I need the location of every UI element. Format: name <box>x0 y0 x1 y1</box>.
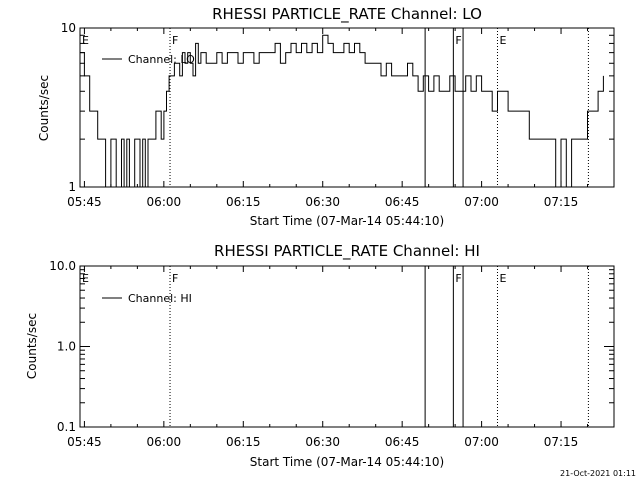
y-tick-label-hi: 0.1 <box>57 420 76 434</box>
x-tick-label-lo: 06:45 <box>385 195 420 209</box>
event-marker-label-hi: E <box>499 272 506 285</box>
plot-frame-lo <box>79 27 615 188</box>
x-tick-label-lo: 06:15 <box>226 195 261 209</box>
x-axis-label-lo: Start Time (07-Mar-14 05:44:10) <box>250 214 444 228</box>
x-axis-label-hi: Start Time (07-Mar-14 05:44:10) <box>250 455 444 469</box>
y-axis-label-lo: Counts/sec <box>37 75 51 141</box>
chart-title-hi: RHESSI PARTICLE_RATE Channel: HI <box>214 242 480 261</box>
event-marker-label-hi: F <box>172 272 178 285</box>
y-tick-label-lo: 10 <box>61 21 76 35</box>
x-tick-label-hi: 06:30 <box>305 435 340 449</box>
x-tick-label-hi: 07:00 <box>464 435 499 449</box>
event-marker-label-hi: E <box>82 272 89 285</box>
event-marker-label-lo: F <box>172 34 178 47</box>
legend-label-lo: Channel: LO <box>128 53 195 66</box>
event-marker-label-hi: F <box>455 272 461 285</box>
panel-lo: RHESSI PARTICLE_RATE Channel: LO Start T… <box>37 5 615 228</box>
x-tick-label-lo: 06:30 <box>305 195 340 209</box>
x-tick-label-hi: 06:15 <box>226 435 261 449</box>
x-tick-label-hi: 06:45 <box>385 435 420 449</box>
y-tick-label-lo: 1 <box>68 180 76 194</box>
panel-hi: RHESSI PARTICLE_RATE Channel: HI Start T… <box>25 242 615 469</box>
marks-lo: 05:45 06:00 06:15 06:30 06:45 07:00 07:15 1 10 E F… <box>61 21 614 209</box>
series-line-lo <box>80 34 604 188</box>
y-axis-label-hi: Counts/sec <box>25 313 39 379</box>
chart-title-lo: RHESSI PARTICLE_RATE Channel: LO <box>212 5 482 24</box>
x-tick-label-hi: 07:15 <box>544 435 579 449</box>
event-marker-label-lo: E <box>499 34 506 47</box>
y-tick-label-hi: 10.0 <box>49 259 76 273</box>
y-tick-label-hi: 1.0 <box>57 340 76 354</box>
legend-label-hi: Channel: HI <box>128 292 192 305</box>
footer-timestamp: 21-Oct-2021 01:11 <box>560 469 636 478</box>
marks-hi: 05:45 06:00 06:15 06:30 06:45 07:00 07:15 0.1 1.… <box>49 259 614 449</box>
x-tick-label-hi: 06:00 <box>147 435 182 449</box>
event-marker-label-lo: F <box>455 34 461 47</box>
x-tick-label-hi: 05:45 <box>67 435 102 449</box>
x-tick-label-lo: 07:00 <box>464 195 499 209</box>
plot-frame-hi <box>79 265 615 428</box>
x-tick-label-lo: 07:15 <box>544 195 579 209</box>
event-marker-label-lo: E <box>82 34 89 47</box>
x-tick-label-lo: 06:00 <box>147 195 182 209</box>
x-tick-label-lo: 05:45 <box>67 195 102 209</box>
